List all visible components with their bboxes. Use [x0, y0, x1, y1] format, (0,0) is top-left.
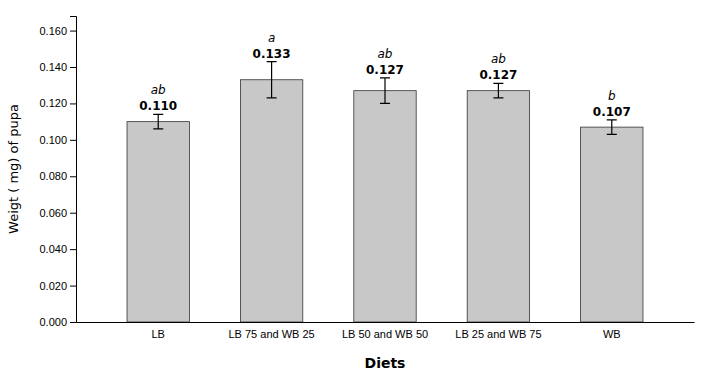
letter-label: a	[268, 31, 275, 45]
bar	[127, 122, 189, 322]
letter-label: ab	[491, 52, 506, 66]
value-label: 0.127	[479, 68, 517, 82]
value-label: 0.107	[593, 105, 631, 119]
x-tick: LB 75 and WB 25	[228, 328, 314, 340]
y-tick-label: 0.000	[39, 316, 67, 328]
y-tick-label: 0.060	[39, 207, 67, 219]
y-tick: 0.080	[39, 170, 76, 182]
error-bar	[380, 78, 390, 104]
x-tick-label: WB	[603, 328, 621, 340]
x-axis-title: Diets	[365, 355, 406, 371]
error-bar	[607, 120, 617, 135]
bar	[354, 91, 416, 322]
x-tick: LB 25 and WB 75	[455, 328, 541, 340]
y-tick-mark	[70, 176, 76, 177]
y-tick-mark	[70, 286, 76, 287]
y-tick-mark	[70, 67, 76, 68]
chart: 0.000 0.020 0.040 0.060 0.080 0.100 0.120 0.140…	[0, 0, 710, 380]
y-tick-label: 0.080	[39, 170, 67, 182]
y-tick: 0.000	[39, 316, 76, 328]
y-axis: 0.000 0.020 0.040 0.060 0.080 0.100 0.120 0.140…	[39, 17, 76, 329]
y-tick: 0.100	[39, 134, 76, 146]
y-tick: 0.020	[39, 280, 76, 292]
x-axis-line	[77, 322, 695, 323]
x-tick-label: LB 75 and WB 25	[228, 328, 314, 340]
bar	[467, 91, 529, 322]
letter-label: ab	[151, 83, 166, 97]
letter-label: b	[608, 89, 616, 103]
y-tick-label: 0.120	[39, 97, 67, 109]
value-label: 0.133	[253, 47, 291, 61]
y-tick-label: 0.160	[39, 25, 67, 37]
y-tick-mark	[70, 140, 76, 141]
x-tick: WB	[603, 328, 621, 340]
letter-label: ab	[378, 47, 393, 61]
x-tick-label: LB 50 and WB 50	[342, 328, 428, 340]
error-bar	[153, 114, 163, 129]
x-tick-label: LB	[151, 328, 164, 340]
error-bar	[267, 62, 277, 98]
x-tick-label: LB 25 and WB 75	[455, 328, 541, 340]
y-tick: 0.160	[39, 25, 76, 37]
x-tick: LB	[151, 328, 164, 340]
y-tick-mark	[70, 103, 76, 104]
y-axis-title: Weigt ( mg) of pupa	[6, 104, 21, 234]
value-label: 0.110	[139, 99, 177, 113]
y-tick-label: 0.140	[39, 61, 67, 73]
error-bar	[493, 83, 503, 98]
y-tick: 0.060	[39, 207, 76, 219]
y-tick-mark	[70, 322, 76, 323]
y-tick: 0.120	[39, 97, 76, 109]
bar-texts: 0.110 0.133 0.127 0.127 0.107 ab a ab ab b	[139, 31, 631, 119]
x-tick: LB 50 and WB 50	[342, 328, 428, 340]
value-label: 0.127	[366, 63, 404, 77]
y-tick-mark	[70, 213, 76, 214]
bar	[581, 127, 643, 322]
plot: 0.000 0.020 0.040 0.060 0.080 0.100 0.120 0.140…	[39, 17, 694, 340]
y-tick-label: 0.100	[39, 134, 67, 146]
bar	[240, 80, 302, 322]
y-tick: 0.140	[39, 61, 76, 73]
x-axis: LB LB 75 and WB 25 LB 50 and WB 50 LB 25 an…	[77, 323, 695, 340]
marks	[127, 62, 643, 322]
y-tick: 0.040	[39, 243, 76, 255]
y-tick-mark	[70, 31, 76, 32]
y-tick-label: 0.020	[39, 280, 67, 292]
y-tick-label: 0.040	[39, 243, 67, 255]
y-tick-mark	[70, 249, 76, 250]
y-axis-line	[70, 17, 77, 323]
